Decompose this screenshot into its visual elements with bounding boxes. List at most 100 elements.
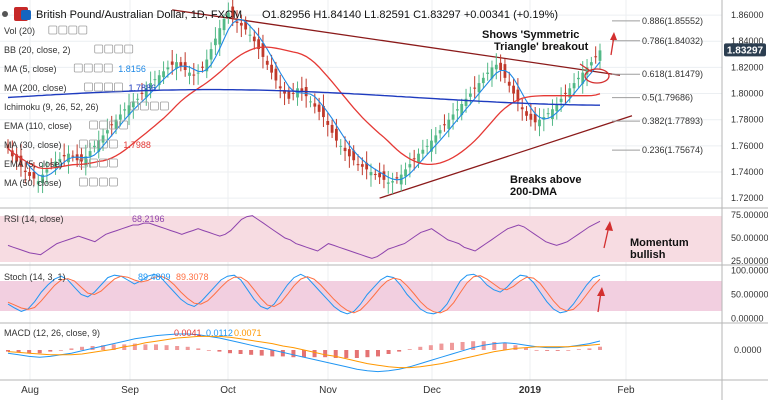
- indicator-control-icon[interactable]: [79, 158, 88, 168]
- indicator-row[interactable]: EMA (5, close): [4, 158, 118, 169]
- candle-body: [97, 140, 101, 152]
- indicator-control-icon[interactable]: [114, 82, 123, 92]
- indicator-row[interactable]: EMA (110, close): [4, 120, 128, 131]
- triangle-lower-trendline[interactable]: [379, 115, 633, 199]
- indicator-control-icon[interactable]: [109, 120, 118, 130]
- indicator-label: MA (5, close): [4, 64, 57, 74]
- indicator-row[interactable]: MA (5, close) 1.8156: [4, 63, 146, 74]
- indicator-control-icon[interactable]: [79, 177, 88, 187]
- candle-body: [421, 149, 425, 154]
- indicator-control-icon[interactable]: [159, 101, 169, 111]
- symbol-title: British Pound/Australian Dollar, 1D, FXC…: [36, 9, 242, 21]
- indicator-control-icon[interactable]: [68, 25, 78, 35]
- candle-body: [425, 145, 429, 147]
- indicator-control-icon[interactable]: [84, 82, 93, 92]
- candle-body: [335, 128, 338, 141]
- candle-body: [287, 91, 291, 99]
- candle-body: [153, 79, 157, 81]
- indicator-control-icon[interactable]: [99, 177, 108, 187]
- indicator-control-icon[interactable]: [104, 44, 114, 54]
- indicator-control-icon[interactable]: [78, 25, 88, 35]
- indicator-control-icon[interactable]: [94, 82, 103, 92]
- macd-histogram-bar: [206, 350, 211, 351]
- candle-body: [41, 174, 44, 184]
- macd-histogram-bar: [344, 350, 349, 358]
- indicator-control-icon[interactable]: [103, 63, 113, 73]
- time-axis[interactable]: Aug Sep Oct Nov Dec 2019 Feb: [21, 385, 635, 396]
- indicator-control-icon[interactable]: [114, 44, 124, 54]
- indicator-row[interactable]: MA (200, close) 1.7886: [4, 82, 156, 93]
- indicator-control-icon[interactable]: [93, 63, 103, 73]
- candle-body: [10, 150, 14, 157]
- up-arrow-price-head: [610, 32, 617, 40]
- indicator-control-icon[interactable]: [94, 44, 104, 54]
- indicator-label: Vol (20): [4, 26, 35, 36]
- collapse-icon[interactable]: [2, 11, 8, 17]
- indicator-row[interactable]: Vol (20): [4, 25, 88, 36]
- macd-signal-line: [7, 335, 601, 369]
- indicator-row[interactable]: BB (20, close, 2): [4, 44, 134, 55]
- indicator-control-icon[interactable]: [124, 44, 134, 54]
- indicator-control-icon[interactable]: [99, 120, 108, 130]
- indicator-label: MA (200, close): [4, 83, 67, 93]
- candle-body: [23, 170, 27, 172]
- indicator-control-icon[interactable]: [89, 120, 98, 130]
- macd-histogram-bar: [27, 350, 32, 354]
- candle-body: [343, 147, 347, 152]
- candle-body: [568, 88, 572, 98]
- triangle-trendlines[interactable]: [172, 9, 633, 199]
- indicator-control-icon[interactable]: [89, 177, 98, 187]
- indicator-label: MA (30, close): [4, 140, 62, 150]
- candle-body: [395, 177, 399, 179]
- indicator-control-icon[interactable]: [139, 101, 149, 111]
- macd-histogram-bar: [587, 348, 592, 350]
- candle-body: [352, 150, 356, 161]
- indicator-control-icon[interactable]: [83, 63, 93, 73]
- candle-body: [127, 105, 131, 116]
- indicator-row[interactable]: MA (50, close): [4, 177, 118, 188]
- indicator-control-icon[interactable]: [58, 25, 68, 35]
- indicator-control-icon[interactable]: [48, 25, 58, 35]
- candle-body: [67, 153, 70, 163]
- macd-legend: MACD (12, 26, close, 9) 0.0041 0.0112 0.…: [4, 328, 262, 338]
- ma200-line: [7, 88, 600, 106]
- indicator-control-icon[interactable]: [109, 158, 118, 168]
- candle-body: [175, 62, 178, 69]
- candle-body: [166, 67, 170, 70]
- stoch-tick-label: 0.00000: [731, 314, 764, 324]
- candle-body: [473, 87, 477, 89]
- candle-body: [481, 77, 485, 84]
- indicator-control-icon[interactable]: [79, 139, 88, 149]
- candle-body: [309, 101, 312, 103]
- candle-body: [559, 98, 563, 103]
- candle-body: [28, 172, 32, 176]
- macd-histogram-bar: [524, 347, 528, 350]
- indicator-control-icon[interactable]: [129, 101, 139, 111]
- indicator-control-icon[interactable]: [104, 82, 113, 92]
- candle-body: [451, 114, 455, 120]
- indicator-control-icon[interactable]: [89, 158, 98, 168]
- price-tick-label: 1.84000: [731, 36, 764, 46]
- macd-histogram-bar: [365, 350, 370, 358]
- indicator-control-icon[interactable]: [119, 120, 128, 130]
- indicator-control-icon[interactable]: [73, 63, 83, 73]
- macd-histogram-bar: [6, 350, 10, 352]
- price-axis[interactable]: 1.72000 1.74000 1.76000 1.78000 1.80000 1.820…: [731, 10, 768, 355]
- indicator-control-icon[interactable]: [99, 139, 108, 149]
- indicator-control-icon[interactable]: [99, 158, 108, 168]
- price-tick-label: 1.78000: [731, 115, 764, 125]
- triangle-upper-trendline[interactable]: [172, 9, 621, 76]
- indicator-control-icon[interactable]: [149, 101, 159, 111]
- candle-body: [110, 124, 114, 126]
- macd-histogram-bar: [323, 350, 328, 358]
- flag-au-icon: [21, 10, 31, 20]
- macd-histogram-bar: [280, 350, 285, 357]
- indicator-row[interactable]: MA (30, close) 1.7988: [4, 139, 151, 150]
- candle-body: [88, 151, 92, 157]
- indicator-label: EMA (110, close): [4, 121, 72, 131]
- indicator-row[interactable]: Ichimoku (9, 26, 52, 26): [4, 101, 169, 112]
- macd-histogram-bar: [450, 342, 454, 350]
- indicator-control-icon[interactable]: [109, 139, 118, 149]
- indicator-control-icon[interactable]: [109, 177, 118, 187]
- indicator-control-icon[interactable]: [89, 139, 98, 149]
